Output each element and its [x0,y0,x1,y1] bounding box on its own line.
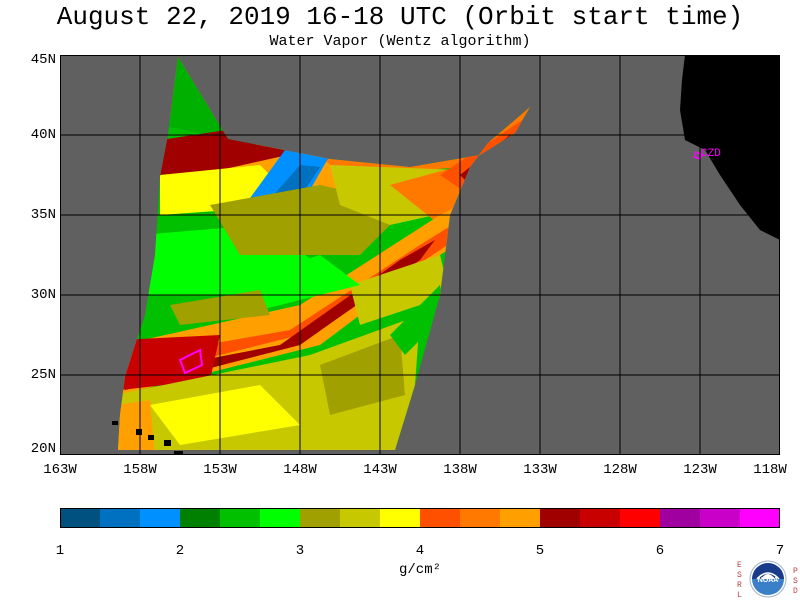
colorbar-tick-3: 3 [295,543,305,559]
lon-label-143w: 143W [363,462,397,478]
lon-label-163w: 163W [43,462,77,478]
logo-right-letter-d: D [793,587,798,596]
map-frame [60,55,780,455]
lat-label-30n: 30N [30,287,56,303]
logo-left-letter-r: R [737,581,742,590]
colorbar-cell [140,508,181,528]
lon-label-148w: 148W [283,462,317,478]
colorbar-tick-5: 5 [535,543,545,559]
colorbar-units: g/cm² [398,562,441,578]
colorbar-cell [180,508,221,528]
lon-label-123w: 123W [683,462,717,478]
logo-right-letter-p: P [793,567,798,576]
colorbar-cell [420,508,461,528]
logo-right-letter-s: S [793,577,798,586]
colorbar [60,508,780,528]
water-vapor-map: CZD [60,55,780,455]
hawaiian-islands [112,421,183,455]
colorbar-cell [500,508,541,528]
lat-label-20n: 20N [30,441,56,457]
lon-label-153w: 153W [203,462,237,478]
colorbar-tick-2: 2 [175,543,185,559]
noaa-logo: E S R L P S D NOAA [737,560,798,600]
coastline-land [680,55,780,240]
lat-label-45n: 45N [30,52,56,68]
station-label: CZD [701,148,721,160]
noaa-seal-text: NOAA [758,577,779,584]
lat-label-25n: 25N [30,367,56,383]
colorbar-cell [620,508,661,528]
colorbar-frame [60,508,780,528]
colorbar-cell [60,508,101,528]
colorbar-tick-7: 7 [775,543,785,559]
lon-label-133w: 133W [523,462,557,478]
colorbar-tick-1: 1 [55,543,65,559]
colorbar-cell [580,508,621,528]
lon-label-158w: 158W [123,462,157,478]
logo-left-letter-e: E [737,561,742,570]
colorbar-cell [220,508,261,528]
colorbar-cell [380,508,421,528]
lon-label-138w: 138W [443,462,477,478]
colorbar-tick-6: 6 [655,543,665,559]
page-subtitle: Water Vapor (Wentz algorithm) [269,33,531,50]
colorbar-cell [660,508,701,528]
page-title: August 22, 2019 16-18 UTC (Orbit start t… [56,2,744,32]
colorbar-cell [460,508,501,528]
colorbar-cell [260,508,301,528]
colorbar-cell [540,508,581,528]
lon-label-128w: 128W [603,462,637,478]
colorbar-cell [700,508,741,528]
colorbar-cell [100,508,141,528]
lon-label-118w: 118W [753,462,787,478]
colorbar-tick-4: 4 [415,543,425,559]
colorbar-cell [300,508,341,528]
logo-left-letter-l: L [737,591,742,600]
colorbar-cell [740,508,780,528]
colorbar-cell [340,508,381,528]
graticule [60,55,780,455]
lat-label-40n: 40N [30,127,56,143]
lat-label-35n: 35N [30,207,56,223]
logo-left-letter-s: S [737,571,742,580]
